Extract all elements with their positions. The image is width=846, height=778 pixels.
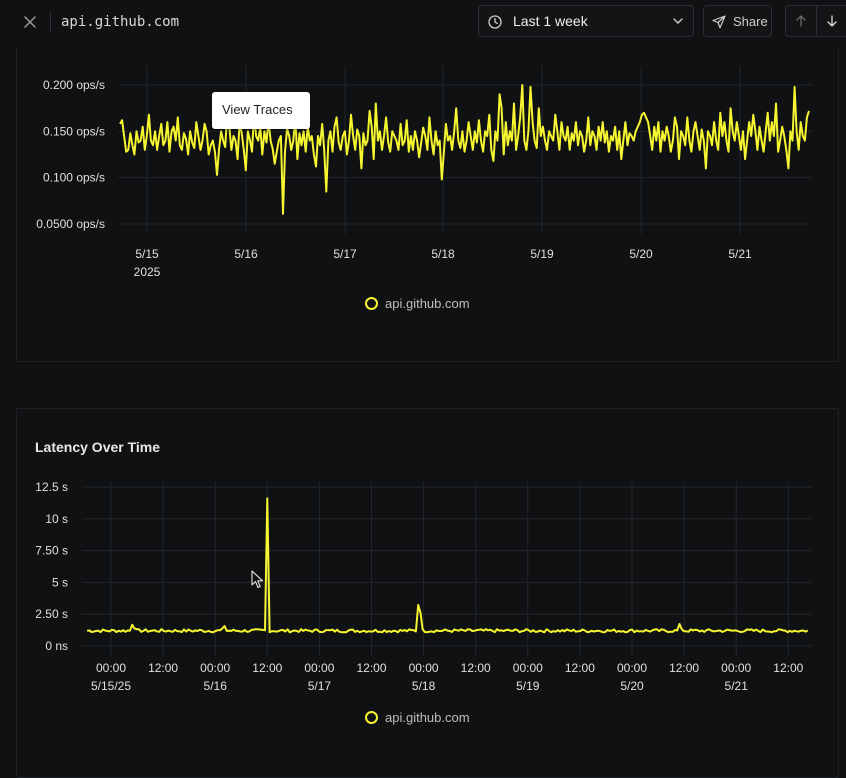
throughput-chart[interactable]: 0.200 ops/s 0.150 ops/s 0.100 ops/s 0.0500 … [0,0,846,300]
mouse-pointer-icon [251,570,264,589]
view-traces-button[interactable]: View Traces [212,92,310,129]
throughput-series-line [119,84,810,215]
legend-marker [365,297,378,310]
x-tick-label: 5/15 [135,247,159,261]
close-button[interactable] [20,12,40,32]
clock-icon [488,15,502,29]
time-range-label: Last 1 week [513,13,588,29]
next-button[interactable] [817,6,846,36]
x-tick-label: 5/19 [530,247,554,261]
x-tick-label: 5/20 [629,247,653,261]
x-tick-label: 5/16 [234,247,258,261]
legend-marker [365,711,378,724]
y-tick-label: 0.200 ops/s [43,78,105,92]
arrow-down-icon [827,15,837,27]
x-tick-label: 5/21 [728,247,752,261]
latency-chart-title: Latency Over Time [35,439,161,455]
x-tick-sublabel: 2025 [134,265,161,279]
legend-label: api.github.com [385,296,470,311]
share-button[interactable]: Share [703,5,772,37]
navigation-group [785,5,846,37]
y-tick-label: 0.100 ops/s [43,171,105,185]
nav-divider [816,6,817,36]
y-tick-label: 0.0500 ops/s [36,217,105,231]
top-bar: api.github.com Last 1 week Share [0,0,846,44]
throughput-panel [16,46,839,362]
close-icon [24,16,36,28]
chevron-down-icon [673,18,683,24]
x-tick-label: 5/18 [431,247,455,261]
y-tick-label: 0.150 ops/s [43,124,105,138]
arrow-up-icon [796,15,806,27]
latency-legend[interactable]: api.github.com [365,710,470,725]
send-icon [712,15,726,29]
throughput-legend[interactable]: api.github.com [365,296,470,311]
page-title: api.github.com [61,14,180,30]
x-tick-label: 5/17 [333,247,357,261]
title-separator [50,12,51,32]
time-range-select[interactable]: Last 1 week [478,5,694,37]
share-label: Share [733,14,768,29]
legend-label: api.github.com [385,710,470,725]
previous-button[interactable] [786,6,816,36]
